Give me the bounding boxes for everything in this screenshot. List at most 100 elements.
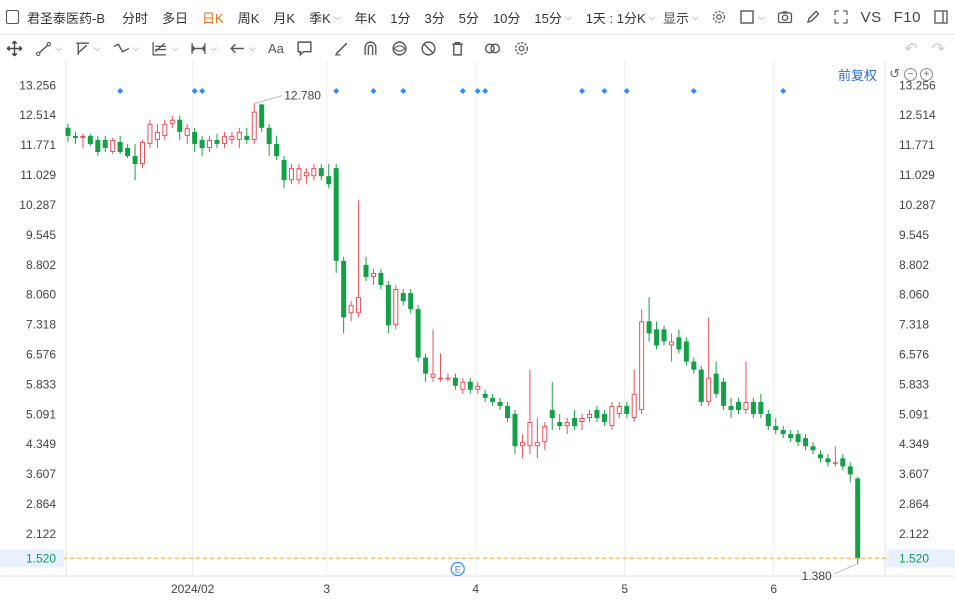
candle[interactable] xyxy=(519,434,525,459)
arrow-tool[interactable]: ⌵ xyxy=(223,35,262,62)
candle[interactable] xyxy=(370,268,376,286)
panel-toggle-button[interactable] xyxy=(927,9,955,25)
fib-tool[interactable]: ⌵ xyxy=(145,35,184,62)
candle[interactable] xyxy=(102,135,108,153)
candle[interactable] xyxy=(758,393,764,419)
candle[interactable] xyxy=(646,297,652,342)
candle[interactable] xyxy=(750,397,756,419)
candle[interactable] xyxy=(415,305,421,362)
candle[interactable] xyxy=(162,119,168,140)
candle[interactable] xyxy=(855,476,861,564)
candle[interactable] xyxy=(706,317,712,406)
candle[interactable] xyxy=(87,133,93,146)
candle[interactable] xyxy=(505,401,511,423)
candle[interactable] xyxy=(460,377,466,394)
candle[interactable] xyxy=(177,115,183,140)
reset-icon[interactable]: ↺ xyxy=(889,65,900,81)
candle[interactable] xyxy=(765,409,771,431)
stock-name[interactable]: 君圣泰医药-B xyxy=(27,10,106,26)
candle[interactable] xyxy=(795,430,801,447)
candle[interactable] xyxy=(110,137,116,155)
candle[interactable] xyxy=(445,373,451,382)
hide-tool[interactable] xyxy=(414,35,443,62)
candle[interactable] xyxy=(773,418,779,435)
candle[interactable] xyxy=(624,401,630,419)
candle[interactable] xyxy=(825,454,831,467)
candle[interactable] xyxy=(661,325,667,346)
display-menu[interactable]: 显示 ⌵ xyxy=(657,8,705,27)
candle[interactable] xyxy=(356,200,362,318)
candle[interactable] xyxy=(847,462,853,483)
tool-settings[interactable] xyxy=(507,35,536,62)
redo-icon[interactable]: ↷ xyxy=(931,40,945,58)
candle[interactable] xyxy=(683,337,689,366)
candle[interactable] xyxy=(527,369,533,455)
candle[interactable] xyxy=(348,301,354,322)
candle[interactable] xyxy=(400,289,406,306)
candle[interactable] xyxy=(676,329,682,354)
period-tab-6[interactable]: 年K xyxy=(348,0,384,34)
candle[interactable] xyxy=(534,418,540,459)
candle[interactable] xyxy=(199,135,205,157)
candle[interactable] xyxy=(289,164,294,185)
candle[interactable] xyxy=(147,119,153,148)
candle[interactable] xyxy=(557,413,563,431)
candlestick-chart[interactable]: 13.256 12.514 11.771 11.029 10.287 9.545 8.802… xyxy=(0,61,955,600)
candle[interactable] xyxy=(736,397,741,414)
comment-tool[interactable] xyxy=(290,35,319,62)
draw-button[interactable] xyxy=(799,9,827,25)
event-marker-icon[interactable] xyxy=(450,561,465,577)
candle[interactable] xyxy=(408,289,414,314)
candle[interactable] xyxy=(229,131,235,144)
candle[interactable] xyxy=(333,164,339,273)
candle[interactable] xyxy=(698,365,704,406)
candle[interactable] xyxy=(132,143,138,181)
period-tab-2[interactable]: 日K xyxy=(195,0,231,34)
candle[interactable] xyxy=(467,377,473,394)
chart-style-button[interactable]: ⌵ xyxy=(733,9,771,25)
candle[interactable] xyxy=(80,133,86,148)
candle[interactable] xyxy=(817,450,823,463)
candle[interactable] xyxy=(318,164,324,181)
candle[interactable] xyxy=(221,131,227,148)
candle[interactable] xyxy=(207,135,213,153)
candle[interactable] xyxy=(840,454,846,471)
candle[interactable] xyxy=(803,434,809,451)
candle[interactable] xyxy=(721,377,727,410)
period-tab-10[interactable]: 10分 xyxy=(486,0,527,34)
eye-tool[interactable] xyxy=(385,35,414,62)
adjust-mode-label[interactable]: 前复权 xyxy=(838,67,878,83)
candle[interactable] xyxy=(326,164,332,189)
magnet-tool[interactable] xyxy=(356,35,385,62)
candle[interactable] xyxy=(743,361,749,414)
settings-button[interactable] xyxy=(705,9,733,25)
channel-tool[interactable]: ⌵ xyxy=(68,35,107,62)
period-tab-9[interactable]: 5分 xyxy=(452,0,486,34)
period-tab-11[interactable]: 15分 ⌵ xyxy=(527,0,578,34)
link-tool[interactable] xyxy=(478,35,507,62)
candle[interactable] xyxy=(154,123,160,148)
candle[interactable] xyxy=(117,135,123,155)
candle[interactable] xyxy=(691,357,697,374)
candle[interactable] xyxy=(363,256,369,281)
candle[interactable] xyxy=(713,361,719,398)
period-tab-7[interactable]: 1分 xyxy=(383,0,417,34)
pen-tool[interactable] xyxy=(327,35,356,62)
candle[interactable] xyxy=(579,413,585,431)
fullscreen-button[interactable] xyxy=(827,9,855,25)
candle[interactable] xyxy=(549,381,555,431)
candle[interactable] xyxy=(616,401,622,419)
candle[interactable] xyxy=(452,373,458,390)
measure-tool[interactable]: ⌵ xyxy=(184,35,223,62)
candle[interactable] xyxy=(542,422,548,451)
candle[interactable] xyxy=(125,143,131,159)
period-tab-8[interactable]: 3分 xyxy=(417,0,451,34)
candle[interactable] xyxy=(192,127,198,153)
candle[interactable] xyxy=(281,156,287,189)
stock-list-icon[interactable] xyxy=(6,10,19,24)
candle[interactable] xyxy=(788,430,794,443)
candle[interactable] xyxy=(594,405,600,423)
candle[interactable] xyxy=(311,164,317,181)
candle[interactable] xyxy=(639,309,645,414)
candle[interactable] xyxy=(341,256,347,334)
